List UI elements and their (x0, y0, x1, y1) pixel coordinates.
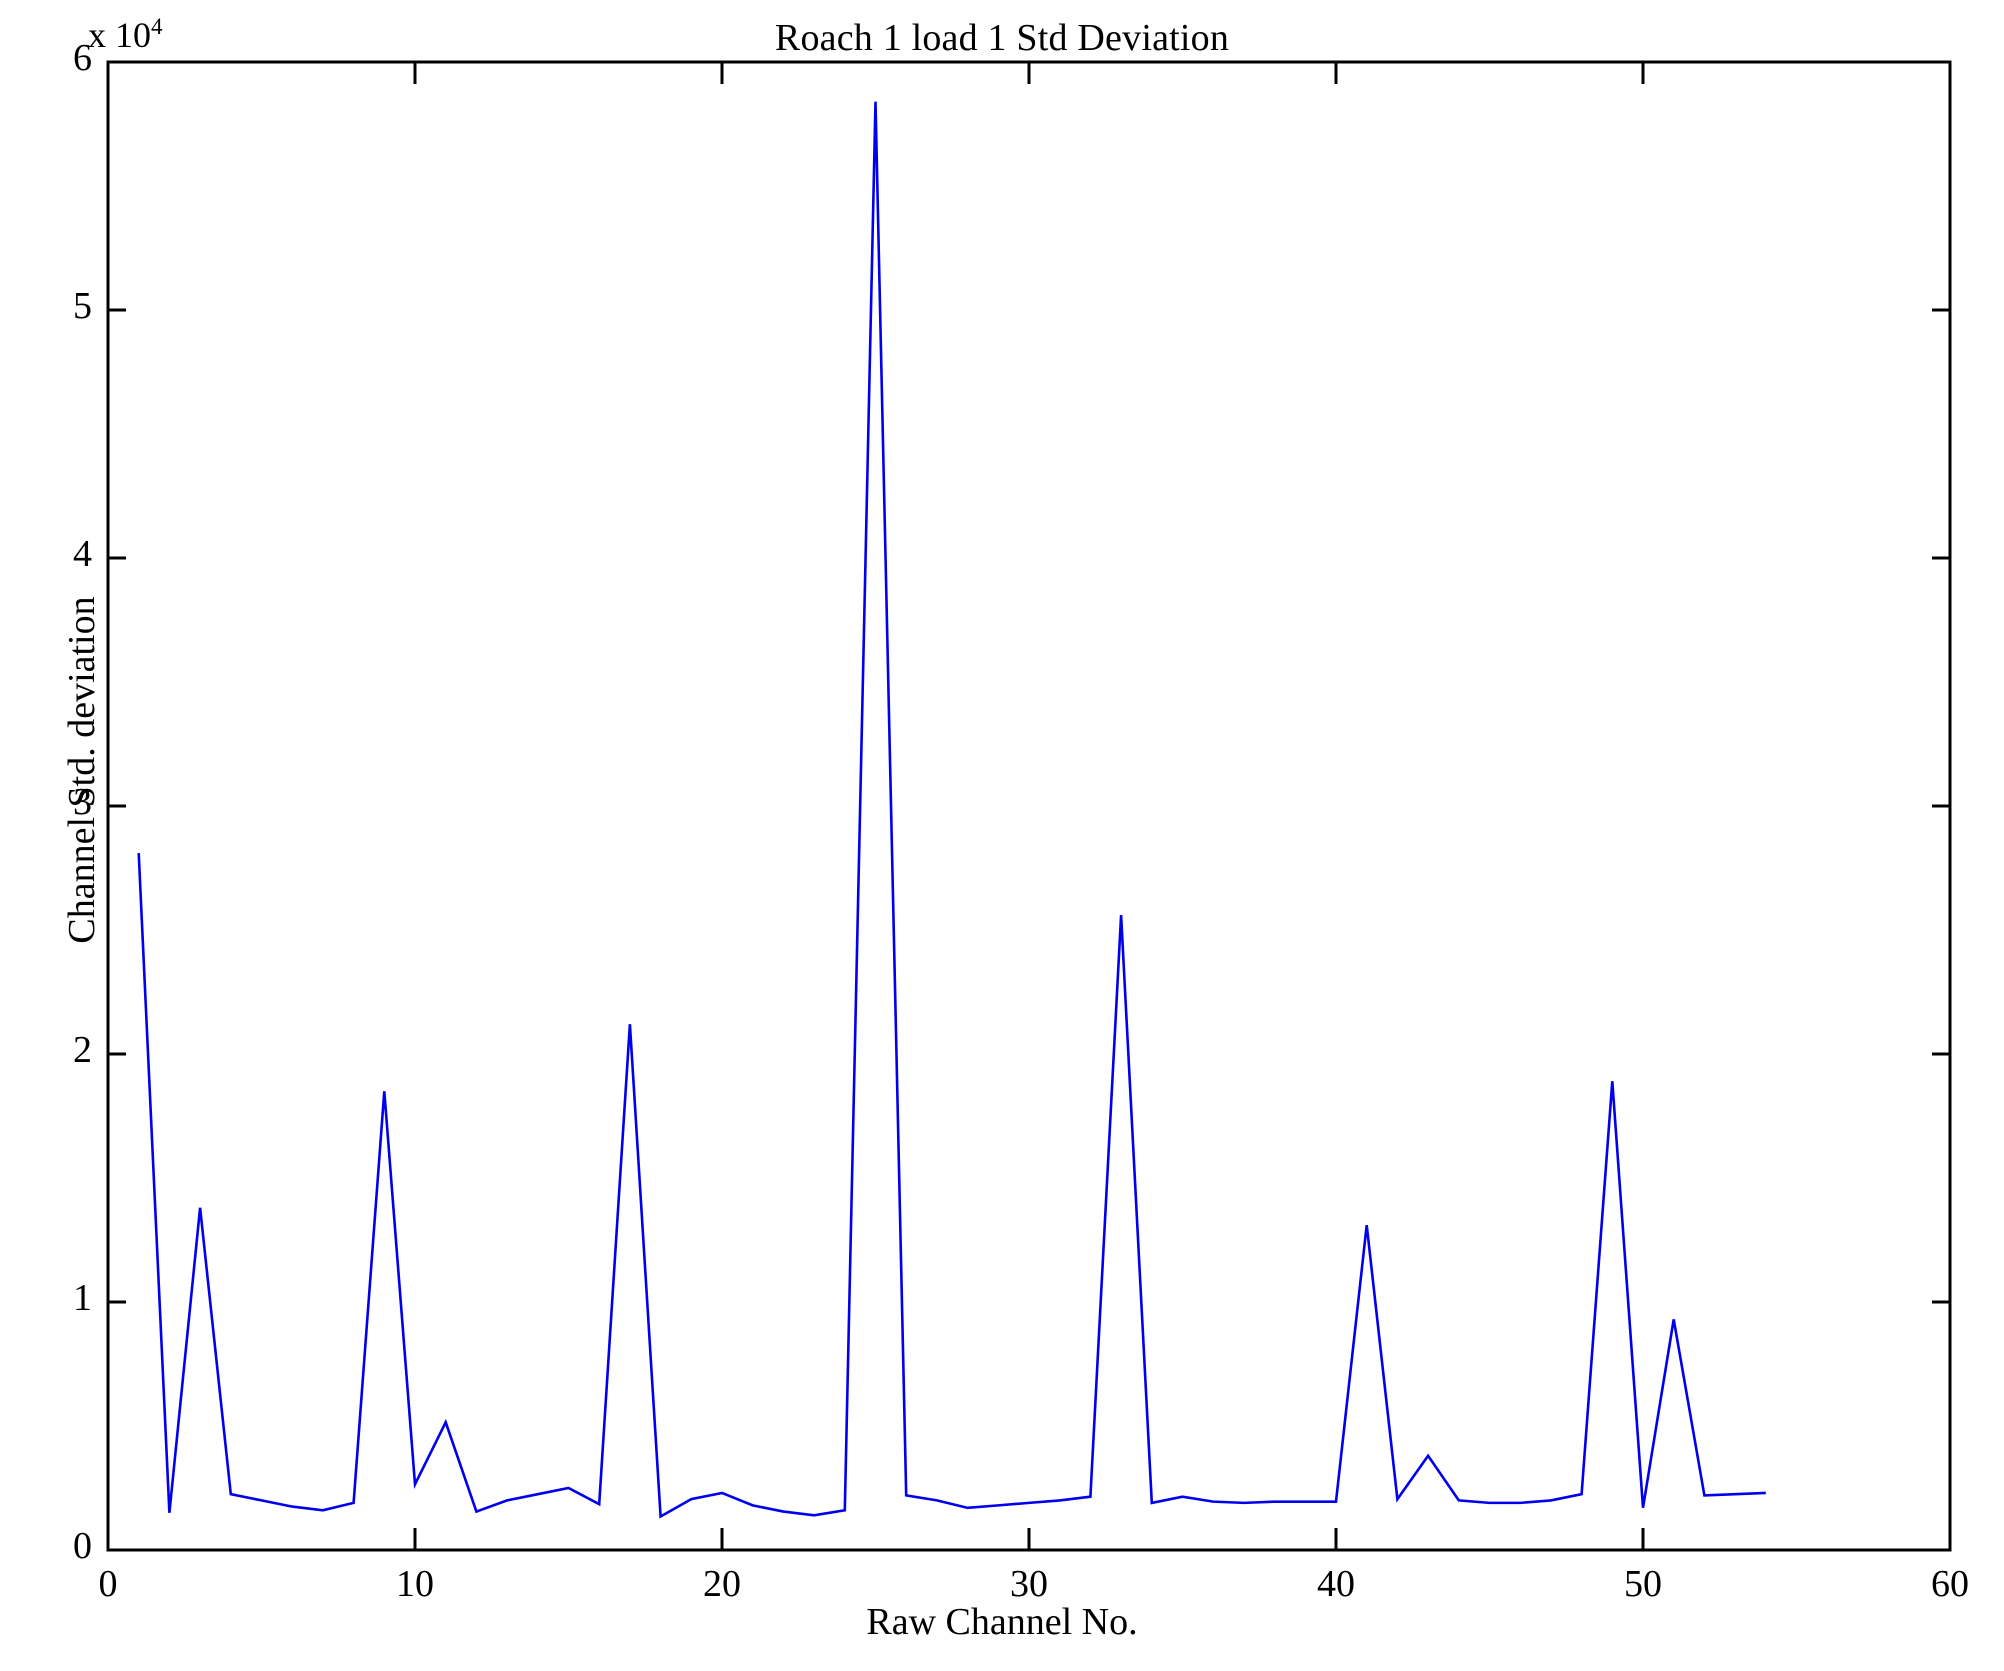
data-series-group (137, 101, 1766, 1519)
y-axis-exponent-power: 4 (151, 14, 163, 39)
x-tick-label: 30 (1010, 1563, 1048, 1605)
x-tick-label: 10 (396, 1563, 434, 1605)
y-tick-label: 4 (73, 533, 92, 575)
x-tick-label: 50 (1624, 1563, 1662, 1605)
y-tick-label: 1 (73, 1277, 92, 1319)
page-title: Roach 1 load 1 Std Deviation (774, 17, 1230, 59)
y-axis-exponent-mantissa: x 10 (88, 15, 151, 55)
x-tick-label: 60 (1931, 1563, 1969, 1605)
x-tick-label: 20 (703, 1563, 741, 1605)
y-tick-label: 0 (73, 1525, 92, 1567)
x-tick-marks (413, 62, 1645, 1550)
y-tick-label: 5 (73, 285, 92, 327)
y-tick-label: 6 (73, 37, 92, 79)
y-tick-marks (108, 60, 1950, 1552)
y-tick-label: 3 (73, 781, 92, 823)
data-line-channel-std-deviation (137, 101, 1766, 1519)
y-tick-label: 2 (73, 1029, 92, 1071)
x-tick-label: 40 (1317, 1563, 1355, 1605)
y-axis-exponent-label: x 104 (88, 14, 163, 56)
x-axis-title: Raw Channel No. (866, 1601, 1138, 1643)
x-tick-label: 0 (98, 1563, 118, 1605)
